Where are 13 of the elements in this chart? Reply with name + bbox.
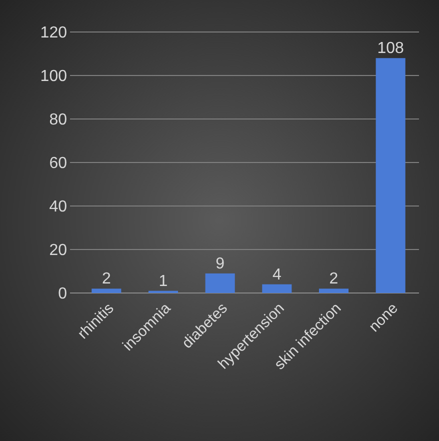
data-label: 9: [216, 255, 225, 272]
y-tick-label: 80: [49, 112, 68, 129]
data-label: 1: [158, 272, 168, 290]
data-label: 2: [329, 270, 338, 288]
y-tick-label: 120: [40, 24, 68, 42]
data-label: 108: [377, 40, 404, 58]
data-label: 2: [102, 270, 111, 288]
y-tick-label: 40: [49, 198, 68, 216]
y-tick-label: 20: [49, 242, 68, 260]
y-tick-label: 60: [49, 155, 68, 172]
y-tick-label: 100: [40, 68, 68, 86]
y-tick-label: 0: [58, 286, 68, 303]
data-label: 4: [272, 266, 282, 284]
